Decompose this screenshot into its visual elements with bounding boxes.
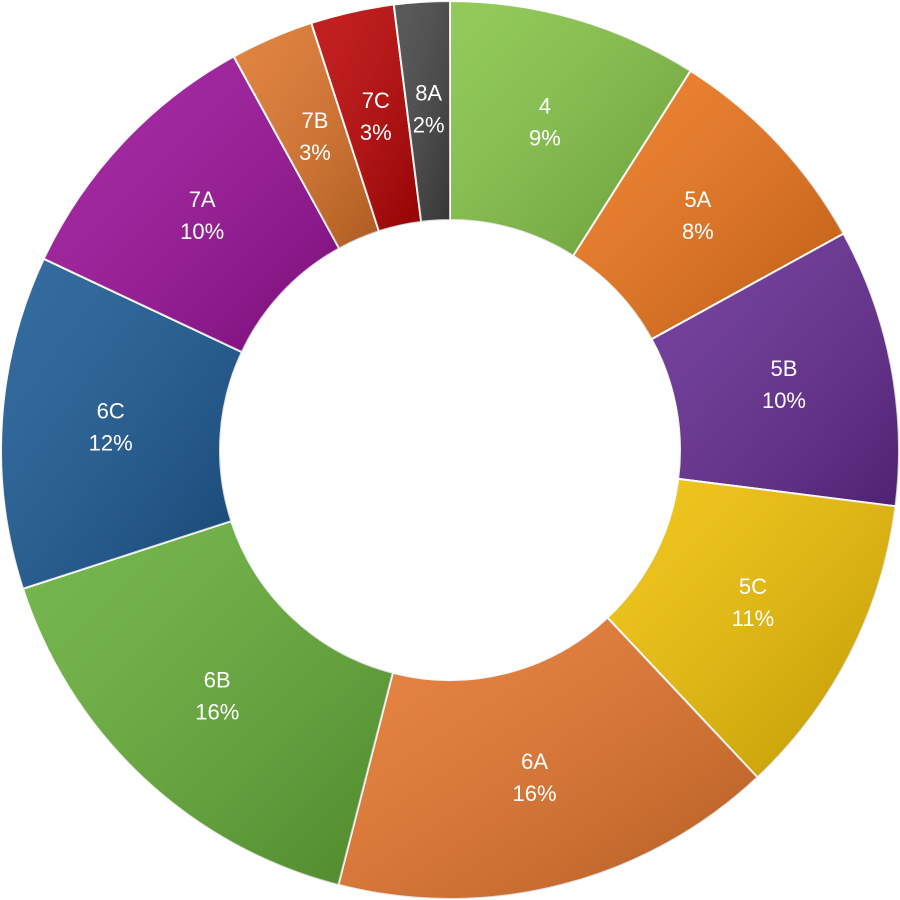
slice-category-label: 7C bbox=[362, 88, 390, 113]
slice-value-label: 16% bbox=[513, 781, 557, 806]
slice-value-label: 12% bbox=[89, 430, 133, 455]
slice-value-label: 16% bbox=[195, 700, 239, 725]
slice-value-label: 3% bbox=[299, 140, 331, 165]
slice-category-label: 6A bbox=[521, 749, 548, 774]
slice-category-label: 7A bbox=[189, 187, 216, 212]
slice-category-label: 5C bbox=[739, 574, 767, 599]
slice-category-label: 6B bbox=[204, 668, 231, 693]
slice-category-label: 4 bbox=[539, 93, 551, 118]
slice-value-label: 10% bbox=[762, 388, 806, 413]
slice-value-label: 3% bbox=[360, 120, 392, 145]
slice-category-label: 5B bbox=[771, 356, 798, 381]
slice-category-label: 7B bbox=[302, 108, 329, 133]
slice-category-label: 8A bbox=[415, 80, 442, 105]
slice-value-label: 9% bbox=[529, 125, 561, 150]
slice-category-label: 6C bbox=[97, 398, 125, 423]
slice-value-label: 11% bbox=[732, 606, 774, 631]
slice-category-label: 5A bbox=[684, 187, 711, 212]
slice-value-label: 10% bbox=[180, 219, 224, 244]
slice-value-label: 2% bbox=[413, 112, 445, 137]
slice-value-label: 8% bbox=[682, 219, 714, 244]
